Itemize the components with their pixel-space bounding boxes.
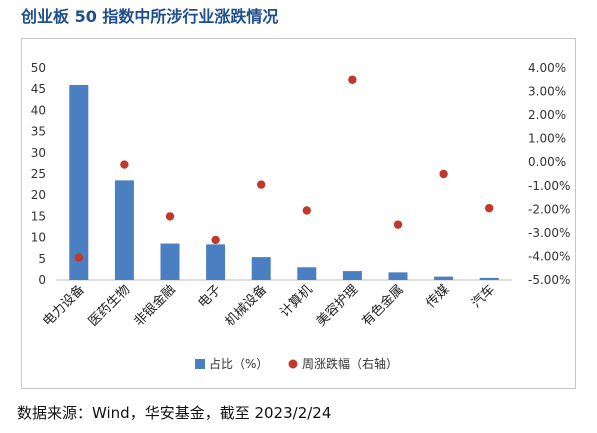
legend-point-swatch — [288, 359, 298, 369]
point-9 — [439, 169, 448, 179]
point-1 — [74, 253, 84, 262]
bar-4 — [206, 244, 226, 280]
bar-2 — [114, 180, 134, 280]
left-tick-label: 40 — [31, 103, 46, 117]
right-tick-label: -3.00% — [528, 226, 570, 240]
left-tick-label: 15 — [31, 209, 46, 223]
right-tick-label: -5.00% — [528, 273, 570, 287]
legend-bar-label: 占比（%） — [209, 356, 268, 371]
source-note: 数据来源：Wind，华安基金，截至 2023/2/24 — [17, 404, 332, 422]
bar-6 — [297, 267, 317, 280]
category-label: 有色金属 — [359, 282, 407, 330]
point-7 — [348, 75, 357, 84]
point-4 — [211, 235, 220, 245]
category-label: 医药生物 — [86, 282, 133, 329]
chart-title: 创业板 50 指数中所涉行业涨跌情况 — [21, 7, 279, 26]
bar-3 — [160, 243, 180, 280]
category-label: 电子 — [195, 282, 224, 311]
right-tick-label: 4.00% — [528, 61, 566, 75]
category-label: 机械设备 — [222, 282, 270, 330]
bar-9 — [434, 276, 454, 280]
left-tick-label: 20 — [31, 188, 46, 202]
point-3 — [165, 212, 175, 221]
right-tick-label: 3.00% — [528, 85, 566, 99]
right-tick-label: -4.00% — [528, 249, 570, 263]
left-tick-label: 10 — [31, 231, 46, 245]
category-label: 美容护理 — [313, 282, 361, 330]
left-tick-label: 0 — [38, 273, 46, 287]
category-label: 非银金融 — [131, 282, 179, 330]
right-tick-label: -2.00% — [528, 202, 570, 216]
bar-5 — [251, 257, 271, 280]
point-2 — [120, 160, 129, 169]
category-label: 汽车 — [468, 282, 498, 312]
point-6 — [302, 206, 311, 215]
left-tick-label: 50 — [31, 61, 46, 75]
legend-point-label: 周涨跌幅（右轴） — [302, 356, 398, 371]
right-tick-label: 1.00% — [528, 132, 566, 146]
right-tick-label: -1.00% — [528, 179, 570, 193]
bar-10 — [479, 277, 499, 280]
bar-8 — [388, 272, 408, 280]
left-tick-label: 5 — [38, 252, 46, 266]
point-10 — [485, 203, 494, 213]
category-label: 计算机 — [277, 282, 315, 320]
left-tick-label: 30 — [31, 146, 46, 160]
left-tick-label: 45 — [31, 82, 46, 96]
chart-frame — [21, 38, 576, 389]
right-tick-label: 0.00% — [528, 155, 566, 169]
point-8 — [393, 220, 403, 229]
bar-7 — [342, 271, 362, 280]
point-5 — [257, 180, 266, 189]
bar-1 — [69, 84, 89, 281]
category-label: 电力设备 — [40, 282, 88, 330]
left-tick-label: 25 — [31, 167, 46, 181]
left-tick-label: 35 — [31, 125, 46, 139]
legend-bar-swatch — [195, 359, 205, 369]
category-label: 传媒 — [423, 282, 452, 311]
right-tick-label: 2.00% — [528, 108, 566, 122]
